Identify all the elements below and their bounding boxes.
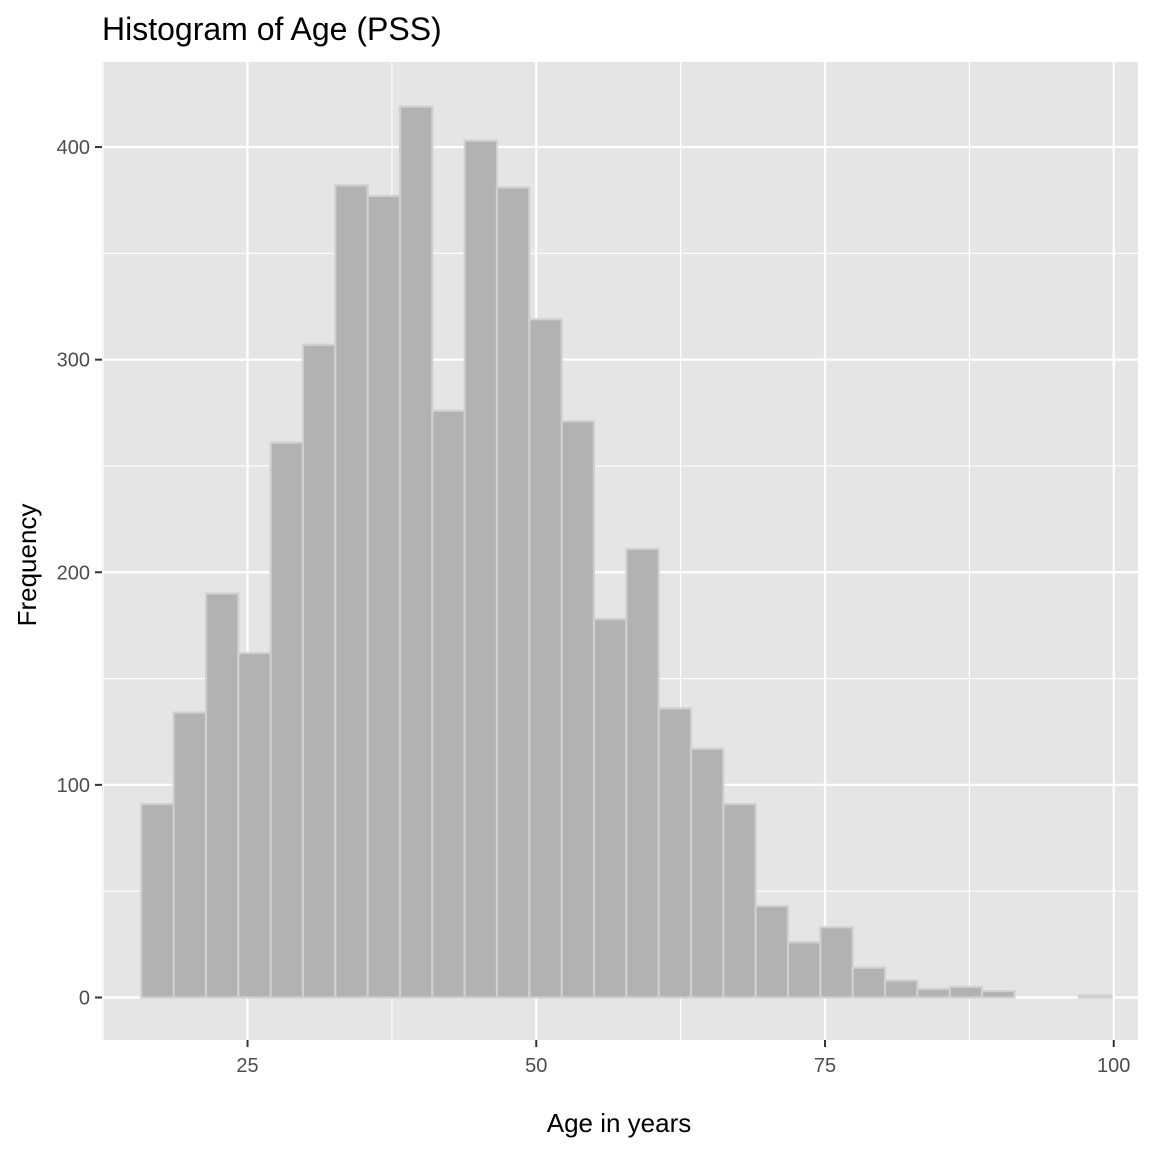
x-tick-label: 25 xyxy=(236,1055,258,1077)
histogram-bar xyxy=(140,802,175,999)
histogram-bar xyxy=(657,707,693,999)
histogram-bar xyxy=(980,989,1016,999)
y-tick-label: 100 xyxy=(57,775,90,797)
histogram-bar xyxy=(237,651,272,999)
histogram-bar xyxy=(916,987,951,999)
x-tick-label: 100 xyxy=(1097,1055,1130,1077)
histogram-bar xyxy=(754,904,790,999)
histogram-bar xyxy=(625,547,660,999)
chart-title: Histogram of Age (PSS) xyxy=(102,11,442,47)
histogram-bar xyxy=(851,966,887,999)
histogram-bar xyxy=(431,409,466,999)
histogram-bar xyxy=(398,105,434,999)
y-axis-title: Frequency xyxy=(12,504,42,627)
x-tick-label: 50 xyxy=(525,1055,547,1077)
x-tick-label: 75 xyxy=(814,1055,836,1077)
histogram-bar xyxy=(883,979,919,999)
histogram-bar xyxy=(689,747,725,999)
histogram-bar xyxy=(786,941,822,999)
y-axis-ticks: 0 100 200 300 400 xyxy=(57,137,102,1009)
y-tick-label: 300 xyxy=(57,350,90,372)
histogram-bar xyxy=(948,985,984,999)
histogram-bar xyxy=(722,802,757,999)
histogram-bar xyxy=(366,194,402,999)
histogram-bar xyxy=(495,186,531,999)
histogram-bar xyxy=(301,343,337,999)
x-axis-ticks: 25 50 75 100 xyxy=(236,1040,1130,1077)
histogram-bar xyxy=(334,184,369,999)
histogram-bar xyxy=(463,139,499,999)
histogram-bar xyxy=(560,420,596,999)
histogram-bars xyxy=(140,105,1113,999)
histogram-bar xyxy=(204,592,240,999)
histogram-bar xyxy=(528,318,563,999)
histogram-bar xyxy=(819,926,854,999)
x-axis-title: Age in years xyxy=(547,1108,692,1138)
histogram-bar xyxy=(269,441,305,999)
histogram-bar xyxy=(172,711,208,999)
y-tick-label: 0 xyxy=(79,987,90,1009)
histogram-bar xyxy=(592,617,628,999)
y-tick-label: 200 xyxy=(57,562,90,584)
y-tick-label: 400 xyxy=(57,137,90,159)
histogram-bar xyxy=(1077,994,1113,999)
